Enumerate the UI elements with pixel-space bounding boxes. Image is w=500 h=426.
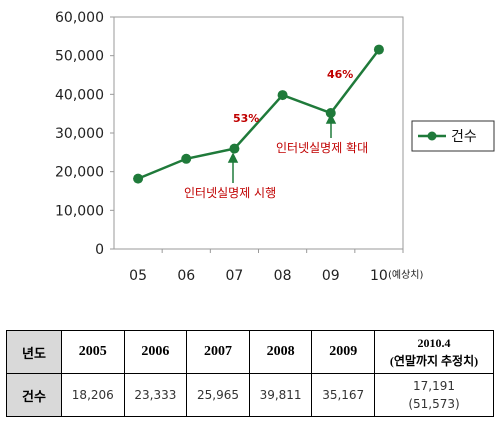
legend-label: 건수 <box>451 129 477 145</box>
annotation-implementation: 인터넷실명제 시행 <box>184 185 276 200</box>
data-point <box>277 90 288 101</box>
annotation-arrow-2007 <box>227 152 239 183</box>
year-cell: 2006 <box>123 330 188 374</box>
x-tick-label: 10 <box>370 268 388 284</box>
table-row: 년도 2005 2006 2007 2008 2009 2010.4 (연말까지… <box>6 330 494 374</box>
row-header-year: 년도 <box>6 330 62 374</box>
count-2010-line1: 17,191 <box>413 379 455 393</box>
x-category-suffix: (예상치) <box>388 269 424 281</box>
count-cell: 25,965 <box>186 373 250 417</box>
year-cell: 2008 <box>248 330 313 374</box>
x-tick-label: 06 <box>177 268 195 284</box>
data-point <box>373 44 384 55</box>
y-tick-label: 40,000 <box>55 87 104 103</box>
count-2010-line2: (51,573) <box>408 397 460 411</box>
data-point <box>181 153 192 164</box>
data-point <box>325 108 336 119</box>
x-tick-label: 05 <box>129 268 147 284</box>
table-row: 건수 18,206 23,333 25,965 39,811 35,167 17… <box>6 373 494 417</box>
y-tick-label: 50,000 <box>55 49 104 65</box>
plot-area <box>113 16 404 250</box>
year-cell: 2007 <box>186 330 250 374</box>
row-header-count: 건수 <box>6 373 62 417</box>
percent-label-46: 46% <box>327 68 353 81</box>
y-tick-label: 0 <box>95 242 104 258</box>
y-tick-label: 30,000 <box>55 126 104 142</box>
data-point <box>133 173 144 184</box>
x-tick-label: 08 <box>274 268 292 284</box>
percent-label-53: 53% <box>233 112 259 125</box>
legend-marker <box>427 131 437 141</box>
year-cell-2010: 2010.4 (연말까지 추정치) <box>374 330 494 374</box>
line-chart: 0 10,000 20,000 30,000 40,000 50,000 60,000 05… <box>55 10 495 284</box>
year-2010-line2: (연말까지 추정치) <box>389 354 479 368</box>
x-tick-label: 07 <box>226 268 244 284</box>
annotation-arrow-2009 <box>325 113 337 138</box>
series-line <box>137 48 380 180</box>
y-tick-label: 10,000 <box>55 203 104 219</box>
data-table: 년도 2005 2006 2007 2008 2009 2010.4 (연말까지… <box>6 330 494 417</box>
count-cell: 39,811 <box>248 373 313 417</box>
data-point <box>229 143 240 154</box>
count-cell: 23,333 <box>123 373 188 417</box>
year-cell: 2005 <box>61 330 125 374</box>
count-cell: 35,167 <box>311 373 375 417</box>
annotation-expansion: 인터넷실명제 확대 <box>276 141 368 155</box>
legend: 건수 <box>411 120 495 152</box>
count-cell-2010: 17,191 (51,573) <box>374 373 494 417</box>
count-cell: 18,206 <box>61 373 125 417</box>
y-tick-label: 60,000 <box>55 10 104 26</box>
x-tick-label: 09 <box>322 268 340 284</box>
y-tick-label: 20,000 <box>55 165 104 181</box>
year-cell: 2009 <box>311 330 375 374</box>
year-2010-line1: 2010.4 <box>417 336 451 350</box>
